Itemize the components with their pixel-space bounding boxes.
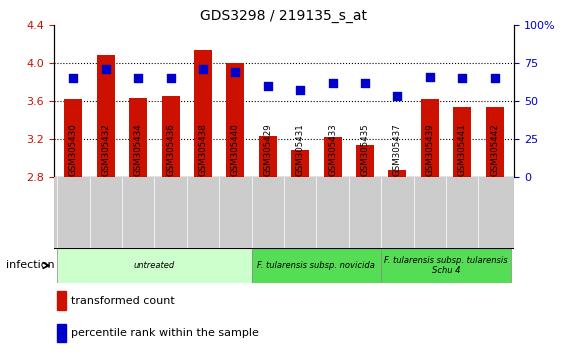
Point — [101, 66, 110, 72]
Text: transformed count: transformed count — [71, 296, 175, 306]
Point — [166, 75, 175, 81]
Point — [458, 75, 467, 81]
Text: F. tularensis subsp. tularensis
Schu 4: F. tularensis subsp. tularensis Schu 4 — [384, 256, 508, 275]
Point — [490, 75, 499, 81]
Bar — [252, 248, 381, 283]
Point — [133, 75, 143, 81]
Bar — [453, 107, 471, 177]
Bar — [227, 63, 244, 177]
Point — [69, 75, 78, 81]
Text: F. tularensis subsp. novicida: F. tularensis subsp. novicida — [257, 261, 375, 270]
Text: percentile rank within the sample: percentile rank within the sample — [71, 328, 259, 338]
Bar — [324, 137, 341, 177]
Bar — [259, 136, 277, 177]
Point — [296, 87, 305, 93]
Bar — [421, 99, 438, 177]
Point — [361, 80, 370, 85]
Bar — [389, 170, 406, 177]
Bar — [381, 248, 511, 283]
Point — [328, 80, 337, 85]
Bar — [57, 248, 252, 283]
Point — [263, 83, 272, 88]
Bar — [65, 99, 82, 177]
Bar — [130, 98, 147, 177]
Bar — [162, 96, 179, 177]
Bar — [97, 55, 115, 177]
Bar — [291, 150, 309, 177]
Text: infection: infection — [6, 261, 55, 270]
Bar — [57, 291, 66, 310]
Point — [393, 93, 402, 99]
Text: GDS3298 / 219135_s_at: GDS3298 / 219135_s_at — [201, 9, 367, 23]
Text: untreated: untreated — [134, 261, 175, 270]
Bar — [486, 107, 503, 177]
Bar — [57, 324, 66, 342]
Point — [198, 66, 207, 72]
Point — [231, 69, 240, 75]
Bar — [356, 145, 374, 177]
Point — [425, 74, 435, 79]
Bar — [194, 50, 212, 177]
